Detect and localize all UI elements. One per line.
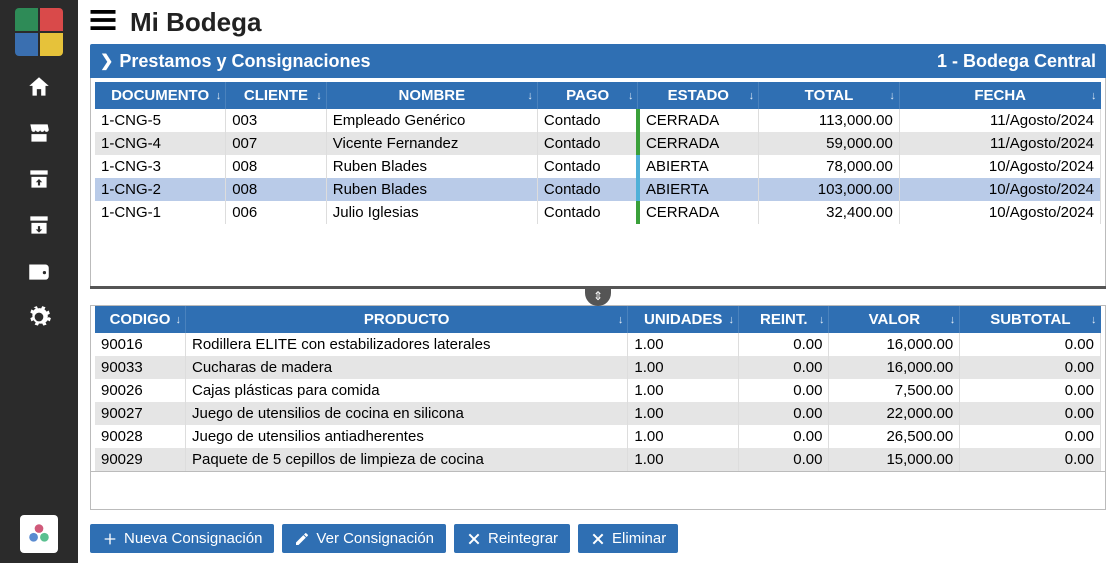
- bottom-app-icon[interactable]: [20, 515, 58, 553]
- download-archive-icon[interactable]: [24, 164, 54, 194]
- col-header-total[interactable]: TOTAL↓: [759, 82, 900, 109]
- location-label: 1 - Bodega Central: [937, 51, 1096, 72]
- table-row[interactable]: 90027Juego de utensilios de cocina en si…: [95, 402, 1101, 425]
- sidebar: [0, 0, 78, 563]
- table-row[interactable]: 1-CNG-5003Empleado GenéricoContadoCERRAD…: [95, 109, 1101, 132]
- delete-button[interactable]: Eliminar: [578, 524, 678, 553]
- table-row[interactable]: 90029Paquete de 5 cepillos de limpieza d…: [95, 448, 1101, 471]
- view-consignment-button[interactable]: Ver Consignación: [282, 524, 446, 553]
- col-header-valor[interactable]: VALOR↓: [829, 306, 960, 333]
- master-table: DOCUMENTO↓CLIENTE↓NOMBRE↓PAGO↓ESTADO↓TOT…: [95, 82, 1101, 224]
- table-row[interactable]: 90033Cucharas de madera1.000.0016,000.00…: [95, 356, 1101, 379]
- col-header-fecha[interactable]: FECHA↓: [899, 82, 1100, 109]
- master-table-wrap: DOCUMENTO↓CLIENTE↓NOMBRE↓PAGO↓ESTADO↓TOT…: [90, 78, 1106, 287]
- col-header-pago[interactable]: PAGO↓: [537, 82, 638, 109]
- col-header-subtotal[interactable]: SUBTOTAL↓: [960, 306, 1101, 333]
- col-header-cliente[interactable]: CLIENTE↓: [226, 82, 327, 109]
- col-header-documento[interactable]: DOCUMENTO↓: [95, 82, 226, 109]
- col-header-unidades[interactable]: UNIDADES↓: [628, 306, 739, 333]
- section-title: Prestamos y Consignaciones: [119, 51, 370, 72]
- col-header-producto[interactable]: PRODUCTO↓: [185, 306, 627, 333]
- app-title: Mi Bodega: [130, 7, 261, 38]
- col-header-nombre[interactable]: NOMBRE↓: [326, 82, 537, 109]
- table-row[interactable]: 1-CNG-2008Ruben BladesContadoABIERTA103,…: [95, 178, 1101, 201]
- table-row[interactable]: 1-CNG-4007Vicente FernandezContadoCERRAD…: [95, 132, 1101, 155]
- col-header-reint[interactable]: REINT.↓: [739, 306, 829, 333]
- topbar: Mi Bodega: [78, 0, 1118, 44]
- store-icon[interactable]: [24, 118, 54, 148]
- splitter-handle[interactable]: ⇕: [90, 286, 1106, 306]
- home-icon[interactable]: [24, 72, 54, 102]
- new-consignment-button[interactable]: Nueva Consignación: [90, 524, 274, 553]
- action-bar: Nueva Consignación Ver Consignación Rein…: [90, 524, 1106, 555]
- upload-archive-icon[interactable]: [24, 210, 54, 240]
- col-header-estado[interactable]: ESTADO↓: [638, 82, 759, 109]
- app-logo: [15, 8, 63, 56]
- section-header: ❯ Prestamos y Consignaciones 1 - Bodega …: [90, 44, 1106, 78]
- chevron-right-icon: ❯: [100, 51, 113, 71]
- detail-table: CODIGO↓PRODUCTO↓UNIDADES↓REINT.↓VALOR↓SU…: [95, 306, 1101, 471]
- menu-toggle-icon[interactable]: [88, 5, 118, 40]
- table-row[interactable]: 90026Cajas plásticas para comida1.000.00…: [95, 379, 1101, 402]
- wallet-icon[interactable]: [24, 256, 54, 286]
- table-row[interactable]: 90016Rodillera ELITE con estabilizadores…: [95, 333, 1101, 356]
- table-row[interactable]: 90028Juego de utensilios antiadherentes1…: [95, 425, 1101, 448]
- reintegrate-button[interactable]: Reintegrar: [454, 524, 570, 553]
- table-row[interactable]: 1-CNG-1006Julio IglesiasContadoCERRADA32…: [95, 201, 1101, 224]
- detail-table-wrap: CODIGO↓PRODUCTO↓UNIDADES↓REINT.↓VALOR↓SU…: [90, 306, 1106, 472]
- col-header-codigo[interactable]: CODIGO↓: [95, 306, 185, 333]
- table-row[interactable]: 1-CNG-3008Ruben BladesContadoABIERTA78,0…: [95, 155, 1101, 178]
- settings-icon[interactable]: [24, 302, 54, 332]
